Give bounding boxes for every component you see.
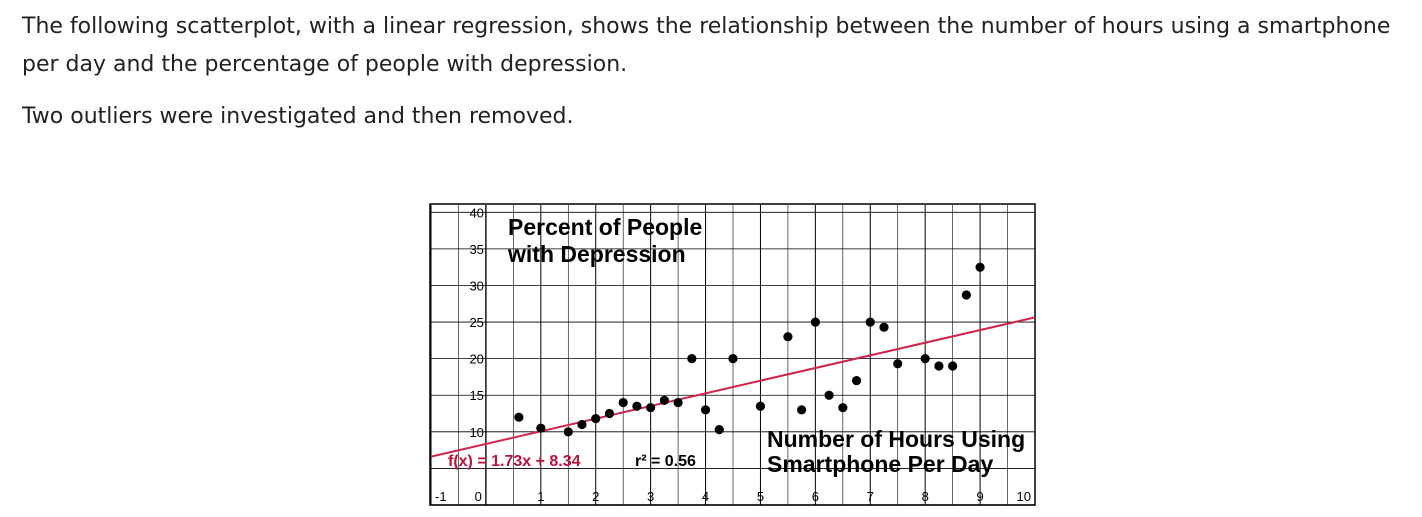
x-tick-label: 7	[867, 489, 874, 504]
regression-line-group	[430, 316, 1036, 458]
y-tick-label: 25	[469, 315, 483, 330]
data-point	[851, 376, 862, 386]
data-point	[755, 401, 766, 411]
data-point	[604, 408, 615, 419]
x-tick-label: 0	[475, 489, 482, 504]
x-tick-label: 10	[1017, 489, 1031, 504]
data-point	[591, 414, 601, 424]
data-point	[659, 395, 669, 405]
data-point	[700, 405, 711, 415]
x-tick-label: 3	[647, 489, 654, 504]
x-tick-label: 1	[537, 489, 544, 504]
x-tick-label: 5	[757, 489, 764, 504]
data-point	[920, 354, 930, 364]
x-tick-label: 4	[702, 489, 709, 504]
data-point	[646, 403, 656, 413]
data-point	[783, 332, 793, 342]
data-point	[893, 359, 903, 369]
x-tick-label: 8	[922, 489, 929, 504]
intro-text: The following scatterplot, with a linear…	[22, 8, 1417, 136]
x-axis-title-line-1: Number of Hours Using	[767, 426, 1025, 452]
data-point	[632, 401, 642, 411]
data-point	[838, 403, 848, 413]
data-point	[618, 397, 628, 408]
data-point	[514, 412, 524, 422]
x-tick-label: -1	[435, 489, 447, 504]
x-axis-tick-labels: -1 0 1 2 3 4 5 6 7 8 9 10	[435, 489, 1031, 504]
y-tick-label: 40	[469, 205, 483, 220]
y-axis-tick-labels: 10 15 20 25 30 35 40	[469, 205, 483, 440]
scatterplot-chart: 10 15 20 25 30 35 40 -1 0 1 2 3 4 5 6 7 8 9 10 Percent of…	[429, 203, 1036, 506]
y-tick-label: 35	[469, 242, 483, 257]
data-point	[934, 361, 944, 371]
data-point	[975, 262, 985, 272]
data-point	[797, 405, 807, 415]
regression-equation-label: f(x) = 1.73x + 8.34	[448, 453, 581, 470]
question-paragraph-2: Two outliers were investigated and then …	[22, 104, 574, 129]
data-point	[536, 423, 546, 433]
x-tick-label: 2	[592, 489, 599, 504]
data-point	[824, 390, 834, 400]
x-axis-title-line-2: Smartphone Per Day	[767, 451, 993, 477]
y-axis-title-line-1: Percent of People	[508, 214, 702, 240]
data-point	[948, 361, 958, 371]
data-point	[728, 354, 738, 364]
data-points	[514, 262, 985, 437]
r-squared-label: r² = 0.56	[635, 453, 696, 470]
y-axis-title: Percent of People with Depression	[507, 214, 702, 267]
data-point	[810, 317, 820, 327]
data-point	[687, 354, 697, 364]
data-point	[563, 427, 573, 437]
x-tick-label: 9	[976, 489, 983, 504]
y-tick-label: 15	[469, 388, 483, 403]
regression-line	[430, 316, 1036, 458]
data-point	[673, 397, 683, 408]
y-tick-label: 30	[469, 278, 483, 293]
data-point	[865, 317, 875, 327]
x-tick-label: 6	[812, 489, 819, 504]
x-axis-title: Number of Hours Using Smartphone Per Day	[767, 426, 1025, 477]
y-tick-label: 20	[469, 352, 483, 367]
question-paragraph-1: The following scatterplot, with a linear…	[22, 14, 1391, 77]
data-point	[577, 419, 587, 430]
y-tick-label: 10	[469, 425, 483, 440]
data-point	[714, 425, 724, 435]
data-point	[879, 322, 889, 332]
y-axis-title-line-2: with Depression	[507, 241, 686, 267]
data-point	[961, 290, 971, 300]
